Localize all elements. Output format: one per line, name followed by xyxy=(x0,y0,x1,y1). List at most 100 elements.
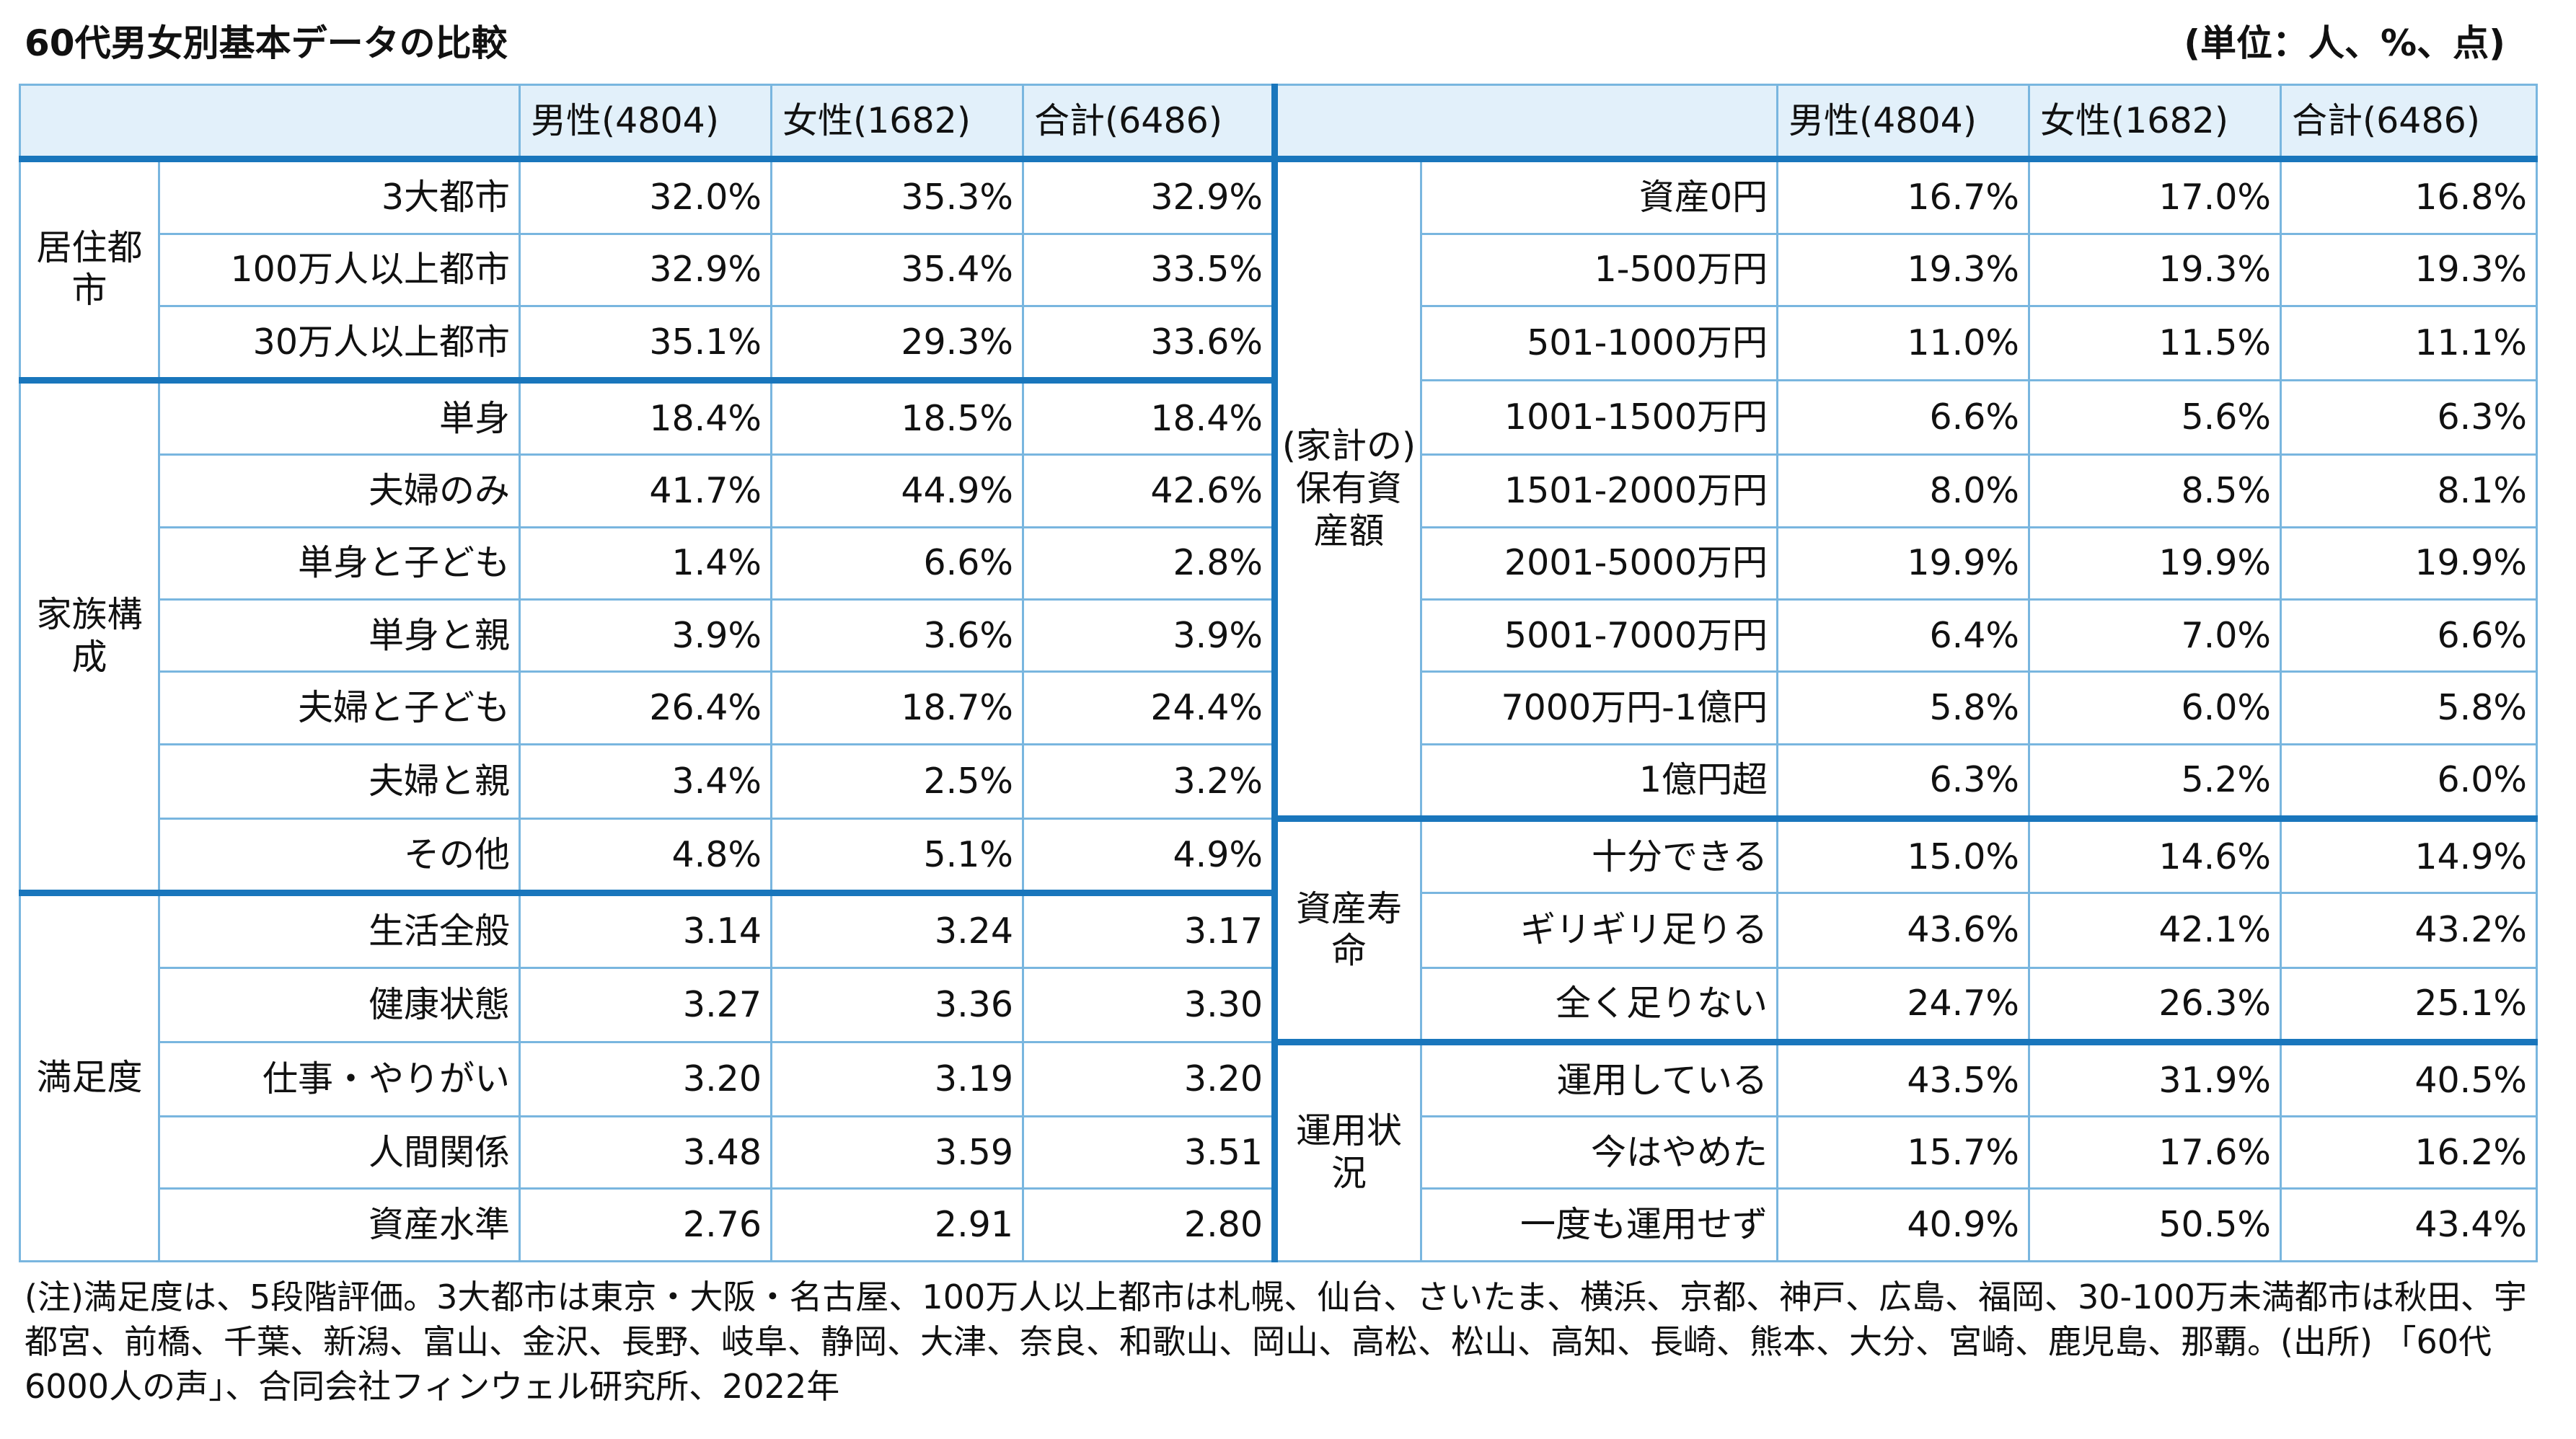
value-male: 8.0% xyxy=(1776,453,2030,528)
value-male: 11.0% xyxy=(1776,304,2030,382)
value-total: 3.2% xyxy=(1022,743,1278,820)
row-label: ギリギリ足りる xyxy=(1420,892,1778,969)
header-right-total: 合計(6486) xyxy=(2280,83,2538,163)
row-label: 3大都市 xyxy=(158,158,521,235)
value-male: 43.5% xyxy=(1776,1038,2030,1118)
value-male: 4.8% xyxy=(519,817,772,895)
value-female: 17.0% xyxy=(2028,158,2282,235)
value-total: 19.3% xyxy=(2280,232,2538,307)
value-male: 6.6% xyxy=(1776,379,2030,456)
category-cell: 居住都市 xyxy=(19,158,160,382)
category-cell: 家族構成 xyxy=(19,377,160,895)
value-male: 43.6% xyxy=(1776,892,2030,969)
value-male: 15.0% xyxy=(1776,815,2030,895)
row-label: 2001‐5000万円 xyxy=(1420,526,1778,601)
row-label: 人間関係 xyxy=(158,1115,521,1190)
row-label: 1001‐1500万円 xyxy=(1420,379,1778,456)
header-empty-left xyxy=(19,83,521,163)
value-male: 24.7% xyxy=(1776,966,2030,1043)
table-row: 夫婦のみ 41.7% 44.9% 42.6% 1501‐2000万円 8.0% 8.5% 8.… xyxy=(20,453,2538,528)
value-total: 18.4% xyxy=(1022,377,1278,456)
value-male: 32.9% xyxy=(519,232,772,307)
value-male: 18.4% xyxy=(519,377,772,456)
value-total: 6.6% xyxy=(2280,598,2538,673)
value-female: 3.59 xyxy=(770,1115,1024,1190)
value-female: 44.9% xyxy=(770,453,1024,528)
row-label: 単身と子ども xyxy=(158,526,521,601)
value-male: 3.48 xyxy=(519,1115,772,1190)
value-male: 2.76 xyxy=(519,1187,772,1262)
value-female: 19.9% xyxy=(2028,526,2282,601)
value-male: 1.4% xyxy=(519,526,772,601)
row-label: 夫婦と子ども xyxy=(158,670,521,745)
value-total: 33.6% xyxy=(1022,304,1278,382)
comparison-table: 男性(4804) 女性(1682) 合計(6486) 男性(4804) 女性(1… xyxy=(19,83,2538,1262)
page-title: 60代男女別基本データの比較 xyxy=(25,22,508,64)
value-total: 25.1% xyxy=(2280,966,2538,1043)
value-male: 35.1% xyxy=(519,304,772,382)
value-total: 11.1% xyxy=(2280,304,2538,382)
footnote: (注)満足度は、5段階評価。3大都市は東京・大阪・名古屋、100万人以上都市は札… xyxy=(25,1278,2527,1406)
table-row: 資産水準 2.76 2.91 2.80 一度も運用せず 40.9% 50.5% 43.4% xyxy=(20,1187,2538,1262)
value-female: 5.6% xyxy=(2028,379,2282,456)
table-row: 満足度 生活全般 3.14 3.24 3.17 ギリギリ足りる 43.6% 42.1% 43.2… xyxy=(19,890,2538,1262)
row-label: 30万人以上都市 xyxy=(158,304,521,382)
table-row: 人間関係 3.48 3.59 3.51 今はやめた 15.7% 17.6% 16.2% xyxy=(20,1115,2538,1190)
value-male: 40.9% xyxy=(1776,1187,2030,1262)
header-right-male: 男性(4804) xyxy=(1776,83,2030,163)
category-cell: 資産寿命 xyxy=(1274,815,1422,1043)
row-label: 1億円超 xyxy=(1420,743,1778,820)
header-left-female: 女性(1682) xyxy=(770,83,1024,163)
header-left-male: 男性(4804) xyxy=(519,83,772,163)
table-row: 家族構成 単身 18.4% 18.5% 18.4% 1001‐1500万円 6.6% 5.6%… xyxy=(19,377,2538,895)
value-total: 2.80 xyxy=(1022,1187,1278,1262)
value-female: 11.5% xyxy=(2028,304,2282,382)
value-total: 3.9% xyxy=(1022,598,1278,673)
value-total: 5.8% xyxy=(2280,670,2538,745)
value-total: 3.51 xyxy=(1022,1115,1278,1190)
table-row: 居住都市 3大都市 32.0% 35.3% 32.9% (家計の)保有資産額 資産0円 16.… xyxy=(19,158,2538,820)
header-empty-right xyxy=(1274,83,1778,163)
value-total: 4.9% xyxy=(1022,817,1278,895)
value-total: 33.5% xyxy=(1022,232,1278,307)
row-label: 全く足りない xyxy=(1420,966,1778,1043)
row-label: 単身と親 xyxy=(158,598,521,673)
row-label: 健康状態 xyxy=(158,966,521,1043)
table-row: 健康状態 3.27 3.36 3.30 全く足りない 24.7% 26.3% 25.1% xyxy=(20,966,2538,1043)
value-male: 5.8% xyxy=(1776,670,2030,745)
value-female: 6.0% xyxy=(2028,670,2282,745)
category-cell: 運用状況 xyxy=(1274,1038,1422,1262)
row-label: 100万人以上都市 xyxy=(158,232,521,307)
value-male: 6.3% xyxy=(1776,743,2030,820)
value-male: 15.7% xyxy=(1776,1115,2030,1190)
value-total: 42.6% xyxy=(1022,453,1278,528)
value-female: 35.4% xyxy=(770,232,1024,307)
row-label: 今はやめた xyxy=(1420,1115,1778,1190)
value-male: 32.0% xyxy=(519,158,772,235)
value-male: 41.7% xyxy=(519,453,772,528)
value-total: 3.17 xyxy=(1022,890,1278,969)
value-male: 16.7% xyxy=(1776,158,2030,235)
category-cell: 満足度 xyxy=(19,890,160,1262)
table-row: 単身と子ども 1.4% 6.6% 2.8% 2001‐5000万円 19.9% 19.9% 1… xyxy=(20,526,2538,601)
value-female: 14.6% xyxy=(2028,815,2282,895)
table-row: 夫婦と子ども 26.4% 18.7% 24.4% 7000万円‐1億円 5.8% 6.0% 5… xyxy=(20,670,2538,745)
row-label: 単身 xyxy=(158,377,521,456)
value-female: 5.2% xyxy=(2028,743,2282,820)
value-female: 26.3% xyxy=(2028,966,2282,1043)
value-female: 3.36 xyxy=(770,966,1024,1043)
value-male: 26.4% xyxy=(519,670,772,745)
header-left-total: 合計(6486) xyxy=(1022,83,1278,163)
value-female: 2.5% xyxy=(770,743,1024,820)
value-total: 2.8% xyxy=(1022,526,1278,601)
value-male: 6.4% xyxy=(1776,598,2030,673)
value-total: 32.9% xyxy=(1022,158,1278,235)
value-total: 3.20 xyxy=(1022,1040,1278,1118)
value-male: 3.9% xyxy=(519,598,772,673)
value-male: 3.4% xyxy=(519,743,772,820)
value-female: 2.91 xyxy=(770,1187,1024,1262)
row-label: 夫婦と親 xyxy=(158,743,521,820)
value-female: 3.19 xyxy=(770,1040,1024,1118)
value-total: 8.1% xyxy=(2280,453,2538,528)
table-row: 30万人以上都市 35.1% 29.3% 33.6% 501‐1000万円 11.0% 11… xyxy=(20,304,2538,382)
